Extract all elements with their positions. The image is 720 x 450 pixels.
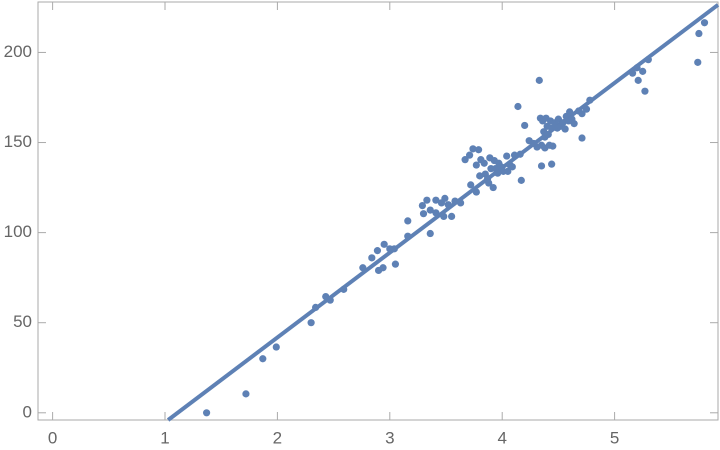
point	[448, 212, 456, 221]
point	[586, 96, 594, 104]
point	[259, 355, 267, 363]
point	[695, 29, 703, 38]
y-tick-label: 200	[4, 42, 32, 61]
point	[451, 197, 459, 205]
point	[578, 134, 586, 142]
point	[639, 67, 647, 75]
point	[559, 119, 567, 127]
point	[426, 229, 434, 238]
x-tick-label: 3	[385, 428, 394, 447]
point	[391, 260, 400, 268]
point	[549, 142, 557, 150]
point	[561, 125, 569, 133]
point	[544, 130, 552, 139]
point	[380, 240, 388, 248]
point	[476, 172, 484, 180]
point	[423, 196, 431, 204]
point	[432, 209, 440, 217]
point	[242, 390, 250, 398]
point	[368, 254, 376, 262]
point	[641, 87, 649, 95]
point	[566, 108, 574, 116]
point	[504, 167, 512, 175]
point	[514, 102, 522, 111]
point	[440, 212, 448, 221]
y-tick-label: 150	[4, 132, 32, 151]
point	[444, 201, 452, 209]
point	[418, 201, 426, 210]
point	[516, 150, 524, 158]
point	[489, 183, 497, 192]
point	[467, 181, 475, 189]
point	[404, 232, 412, 240]
point	[508, 163, 516, 171]
point	[548, 124, 556, 132]
point	[307, 319, 315, 327]
point	[578, 110, 586, 118]
x-tick-label: 1	[160, 428, 169, 447]
point	[494, 169, 502, 177]
point	[466, 151, 474, 159]
point	[535, 76, 543, 84]
point	[582, 105, 591, 113]
point	[521, 121, 529, 130]
point	[503, 152, 511, 160]
point	[694, 58, 702, 66]
point	[472, 161, 480, 169]
point	[633, 64, 641, 72]
point	[634, 76, 642, 84]
point	[441, 194, 449, 202]
point	[379, 264, 387, 272]
point	[340, 285, 348, 293]
x-tick-label: 5	[610, 428, 619, 447]
point	[510, 151, 519, 159]
point	[461, 156, 469, 164]
frame	[37, 1, 719, 421]
point	[390, 245, 398, 253]
x-tick-label: 4	[497, 428, 506, 447]
x-tick-label: 2	[273, 428, 282, 447]
point	[548, 160, 556, 168]
point	[404, 217, 412, 225]
point	[202, 409, 211, 417]
point	[432, 196, 440, 204]
point	[628, 69, 637, 77]
y-tick-label: 50	[13, 312, 32, 331]
point	[570, 120, 578, 128]
point	[517, 176, 525, 184]
point	[426, 206, 434, 214]
point	[359, 264, 367, 272]
point	[457, 199, 465, 207]
x-tick-label: 0	[48, 428, 57, 447]
point	[373, 247, 382, 255]
fit-line	[166, 3, 720, 422]
point	[419, 210, 428, 218]
point	[326, 296, 334, 304]
point	[312, 303, 320, 311]
point	[537, 162, 546, 170]
point	[474, 146, 483, 154]
point	[272, 343, 280, 351]
point	[480, 159, 488, 167]
point	[472, 188, 480, 196]
point	[469, 145, 477, 153]
point	[644, 56, 652, 64]
point	[485, 179, 493, 187]
point	[700, 19, 709, 27]
y-tick-label: 0	[23, 402, 32, 421]
y-tick-label: 100	[4, 222, 32, 241]
